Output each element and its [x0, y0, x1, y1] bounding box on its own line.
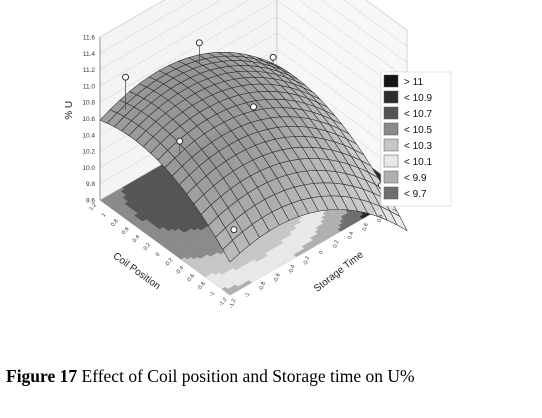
caption-label: Figure 17 — [6, 366, 78, 386]
x-tick-label: -0.6 — [185, 273, 196, 284]
y-tick-label: 0.8 — [376, 214, 384, 223]
wall-gridline — [99, 0, 408, 103]
x-tick-label: -0.8 — [196, 281, 207, 292]
x-tick-label: 0.8 — [110, 218, 120, 228]
legend-label: < 10.3 — [404, 141, 433, 152]
z-tick-label: 10.8 — [82, 100, 95, 107]
legend-swatch — [383, 154, 399, 168]
x-tick-label: -1 — [209, 291, 217, 299]
y-tick-label: 0 — [318, 250, 325, 255]
y-axis-label: Storage Time — [312, 249, 366, 295]
x-axis-label: Coil Position — [111, 251, 162, 293]
z-tick-label: 10.6 — [82, 116, 95, 123]
wall-gridline — [99, 0, 408, 87]
y-tick-label: 1 — [392, 208, 399, 213]
z-tick-label: 9.6 — [86, 198, 95, 205]
legend-swatch — [383, 138, 399, 152]
legend-swatch — [383, 106, 399, 120]
y-tick-label: -0.6 — [273, 273, 282, 284]
legend-label: < 9.9 — [404, 173, 427, 184]
response-surface — [99, 52, 408, 263]
figure-caption: Figure 17 Effect of Coil position and St… — [6, 366, 536, 387]
legend-label: < 10.1 — [404, 157, 433, 168]
y-tick-label: -1.2 — [229, 298, 238, 309]
legend-label: < 10.9 — [404, 93, 433, 104]
surface-facet — [389, 210, 408, 232]
y-tick-label: 0.4 — [347, 231, 355, 240]
y-tick-label: 0.6 — [362, 223, 370, 232]
x-tick-label: -0.2 — [164, 257, 175, 268]
legend-label: < 9.7 — [404, 189, 427, 200]
design-point — [176, 137, 184, 145]
z-tick-label: 11.4 — [83, 51, 96, 58]
z-axis-label: % U — [64, 101, 75, 120]
design-point — [250, 103, 257, 111]
x-tick-label: 1 — [101, 212, 108, 218]
z-tick-label: 11.6 — [83, 35, 96, 42]
y-tick-label: -0.2 — [302, 256, 311, 267]
design-point — [122, 73, 130, 81]
design-points — [122, 39, 385, 234]
legend-swatch — [383, 170, 399, 184]
y-tick-label: 0.2 — [332, 240, 340, 249]
x-tick-label: 1.2 — [88, 202, 98, 212]
y-tick-label: -1 — [244, 292, 251, 299]
z-tick-label: 11.0 — [83, 83, 96, 90]
legend-label: < 10.5 — [404, 125, 433, 136]
wall-gridline — [99, 0, 408, 70]
x-tick-label: 0 — [155, 252, 162, 258]
design-point — [195, 39, 203, 47]
z-tick-label: 9.8 — [86, 181, 95, 188]
z-tick-label: 10.4 — [82, 132, 95, 139]
design-point — [230, 226, 238, 234]
x-tick-label: 0.6 — [121, 226, 131, 236]
legend-label: > 11 — [404, 77, 423, 88]
z-tick-label: 10.2 — [82, 149, 95, 156]
caption-text: Effect of Coil position and Storage time… — [81, 366, 415, 386]
y-tick-label: -0.4 — [288, 264, 297, 275]
legend-swatch — [383, 186, 399, 200]
y-tick-label: -0.8 — [258, 281, 267, 292]
legend-label: < 10.7 — [404, 109, 433, 120]
x-tick-label: -1.2 — [218, 297, 229, 308]
surface-plot: 9.69.810.010.210.410.610.811.011.211.411… — [64, 0, 452, 309]
design-point — [269, 53, 277, 61]
legend-swatch — [383, 122, 399, 136]
wall-gridline — [99, 0, 408, 54]
z-tick-label: 10.0 — [82, 165, 95, 172]
x-tick-label: 0.4 — [132, 234, 142, 244]
legend-swatch — [383, 90, 399, 104]
wall-gridline — [99, 0, 408, 38]
legend: > 11 < 10.9 < 10.7 < 10.5 < 10.3 < 10.1 < 9.9 <… — [380, 71, 452, 207]
legend-swatch — [383, 74, 399, 88]
x-tick-label: 0.2 — [143, 242, 153, 252]
x-tick-label: -0.4 — [175, 265, 186, 276]
z-tick-label: 11.2 — [83, 67, 96, 74]
